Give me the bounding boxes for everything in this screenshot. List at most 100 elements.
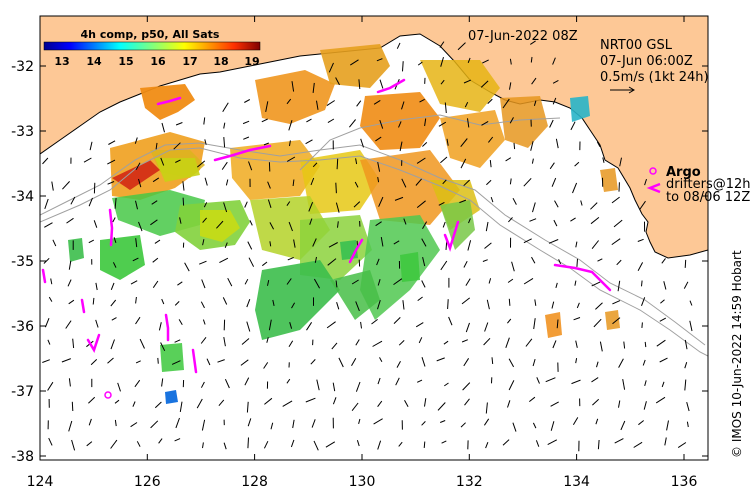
current-vector [683,281,689,289]
current-vector [376,258,380,266]
current-vector [623,341,626,349]
current-vector [467,118,470,128]
y-tick-label: -33 [11,124,34,140]
current-vector [421,238,427,247]
plot-frame [39,15,709,461]
x-tick-label: 134 [563,474,590,490]
drifter-legend-label: drifters@12h [666,177,750,192]
current-vector [440,56,444,67]
current-vector [417,296,423,302]
current-vector [551,301,555,309]
current-vector [377,299,381,310]
current-vector [263,440,269,449]
current-vector [175,417,180,429]
x-tick-label: 126 [134,474,161,490]
current-vector [463,260,468,268]
colorbar-tick: 15 [118,55,133,68]
current-vector [421,280,426,288]
axis-ticks [39,16,708,460]
current-vector [424,398,427,407]
current-vector [154,401,162,409]
current-vector [508,380,515,391]
current-vector [545,377,556,383]
colorbar-tick: 16 [150,55,166,68]
current-vector [465,278,471,286]
current-vector [464,398,470,406]
current-vector [377,162,381,172]
current-vector [419,98,425,103]
current-vector [597,439,600,450]
current-vector [241,338,250,345]
current-vector [393,240,400,245]
current-vector [641,297,646,306]
current-vector [47,381,54,391]
current-vector [336,302,340,310]
current-vector [68,420,73,432]
current-vector [574,280,577,286]
current-vector [614,438,624,444]
current-vector [664,437,667,446]
current-vector [161,122,165,133]
current-vector [532,422,537,429]
current-vector [152,177,160,183]
current-vector [135,296,137,304]
current-vector [246,401,249,413]
current-vector [485,442,489,449]
current-vector [354,181,359,188]
current-vector [360,321,362,329]
current-vector [173,142,181,150]
current-vector [223,337,226,347]
current-vector [288,340,294,348]
current-vector [417,61,423,66]
current-vector [656,339,666,347]
current-vector [535,440,540,447]
current-vector [47,339,51,345]
current-legend-time: 07-Jun 06:00Z [600,54,693,69]
current-vector [532,202,536,213]
current-vector [110,339,115,350]
current-vector [327,118,335,124]
current-vector [265,101,269,112]
current-vector [139,338,145,349]
current-vector [264,397,273,405]
current-vector [110,439,118,449]
current-vector [448,316,453,326]
current-vector [396,360,401,368]
current-vector [111,317,117,321]
current-vector [483,418,490,426]
current-vector [313,278,321,289]
current-vector [661,258,666,264]
current-vector [555,282,558,289]
current-vector [71,401,74,412]
colorbar-gradient [43,41,261,51]
current-vector [289,322,293,329]
current-vector [465,322,470,333]
current-vector [202,319,206,325]
current-vector [44,198,49,210]
current-vector [130,280,138,285]
current-vector [401,178,407,188]
current-vector [418,337,423,344]
current-vector [597,258,603,262]
current-vector [401,101,405,110]
current-vector [325,441,336,448]
current-vector [547,439,558,446]
current-vector [491,357,494,365]
current-vector [292,419,295,429]
current-vector [572,417,579,425]
current-vector [351,279,359,285]
current-vector [71,439,76,451]
current-vector [642,359,646,366]
current-vector [92,297,95,305]
current-vector [641,280,643,287]
current-vector [204,177,208,186]
current-vector [288,120,293,131]
current-vector [376,58,383,62]
current-vector [223,202,228,213]
current-vector [523,238,532,244]
current-vector [446,138,449,146]
current-vector [377,440,382,450]
current-vector [244,377,250,386]
current-vector [83,157,92,163]
current-vector [316,100,319,110]
